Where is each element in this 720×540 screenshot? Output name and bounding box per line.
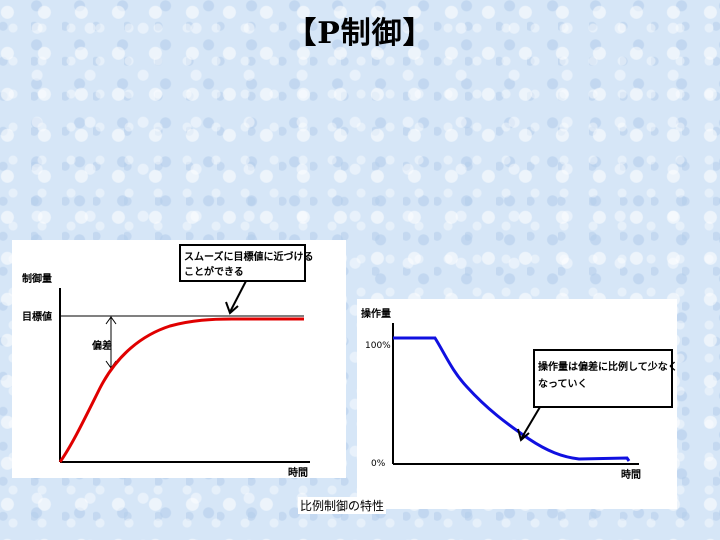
x-axis-label: 時間 <box>621 468 641 481</box>
callout-box <box>179 244 306 282</box>
setpoint-label: 目標値 <box>22 310 52 323</box>
slide-title: 【P制御】 <box>286 16 434 51</box>
callout-line-1: 操作量は偏差に比例して少なく <box>538 360 677 373</box>
x-axis-label: 時間 <box>288 466 308 478</box>
figure-caption: 比例制御の特性 <box>298 497 387 514</box>
callout-line-2: ことができる <box>184 265 244 278</box>
controlled-variable-diagram: 制御量 目標値 偏差 時間 スムーズに目標値に近づける ことができる <box>12 240 346 478</box>
tick-100-label: 100% <box>365 341 391 351</box>
callout-line-2: なっていく <box>538 378 588 390</box>
manipulated-variable-diagram: 操作量 100% 0% 時間 操作量は偏差に比例して少なく なっていく <box>357 299 677 509</box>
tick-0-label: 0% <box>371 459 386 469</box>
callout-box <box>533 349 673 408</box>
y-axis-label: 制御量 <box>22 272 52 285</box>
output-curve <box>393 336 631 462</box>
y-axis-label: 操作量 <box>361 307 391 320</box>
callout-line-1: スムーズに目標値に近づける <box>184 250 314 263</box>
response-curve <box>58 317 304 463</box>
callout-arrow <box>229 280 247 313</box>
callout-arrow <box>520 406 541 440</box>
deviation-label: 偏差 <box>92 339 112 352</box>
